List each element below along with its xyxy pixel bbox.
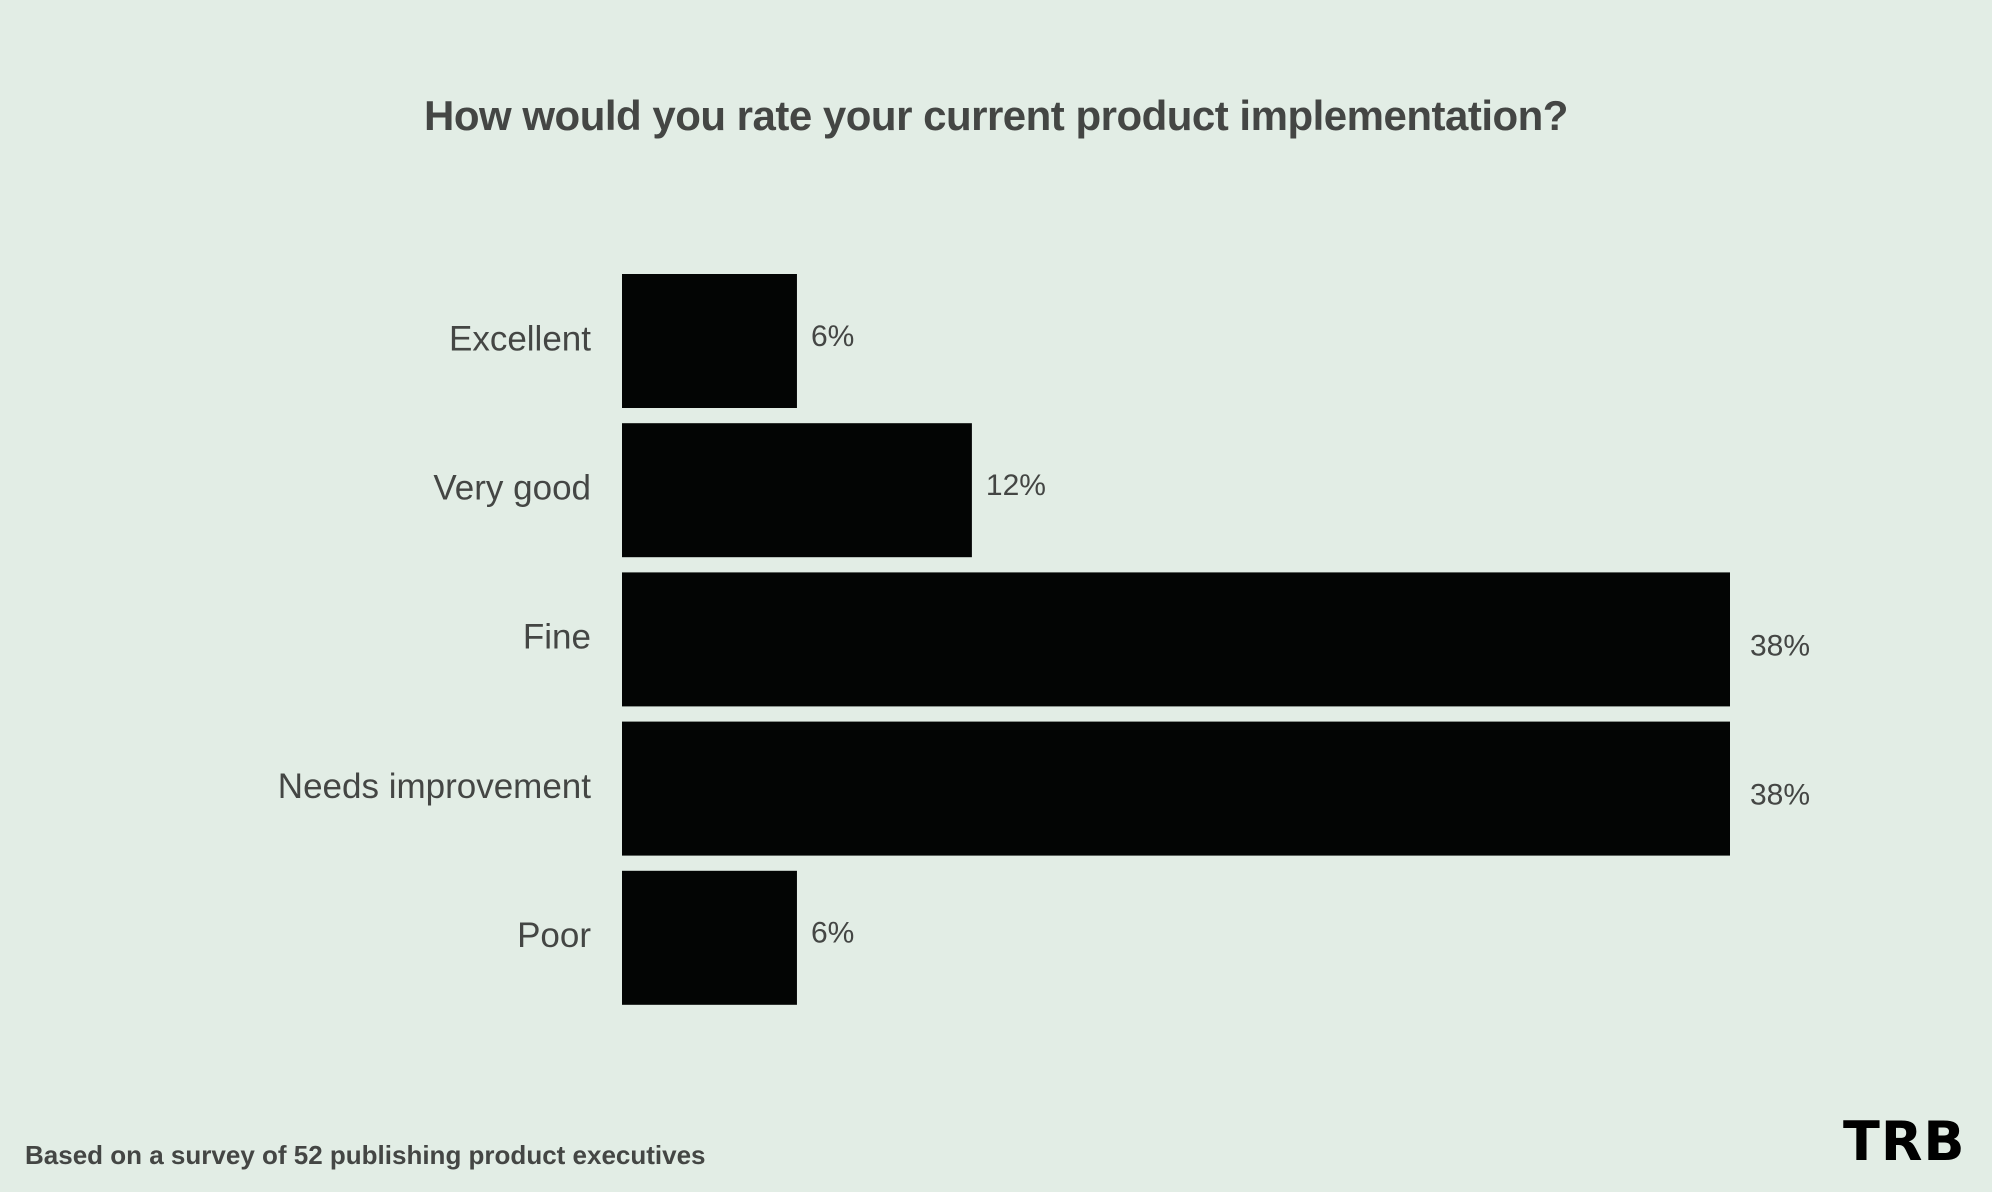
category-label: Poor xyxy=(517,916,591,955)
value-label: 38% xyxy=(1750,779,1810,812)
value-label: 12% xyxy=(986,469,1046,502)
bar-0 xyxy=(622,274,797,408)
chart-title: How would you rate your current product … xyxy=(424,92,1568,139)
category-label: Excellent xyxy=(449,319,591,358)
value-label: 6% xyxy=(811,320,854,353)
footer-note: Based on a survey of 52 publishing produ… xyxy=(25,1140,706,1170)
value-label: 38% xyxy=(1750,629,1810,662)
bar-1 xyxy=(622,423,972,558)
bar-3 xyxy=(622,721,1730,856)
bar-4 xyxy=(622,870,797,1005)
trb-logo: TRB xyxy=(1843,1110,1966,1173)
bar-2 xyxy=(622,572,1730,707)
category-label: Fine xyxy=(523,618,591,657)
category-label: Very good xyxy=(433,468,591,507)
value-label: 6% xyxy=(811,917,854,950)
category-label: Needs improvement xyxy=(278,767,591,806)
